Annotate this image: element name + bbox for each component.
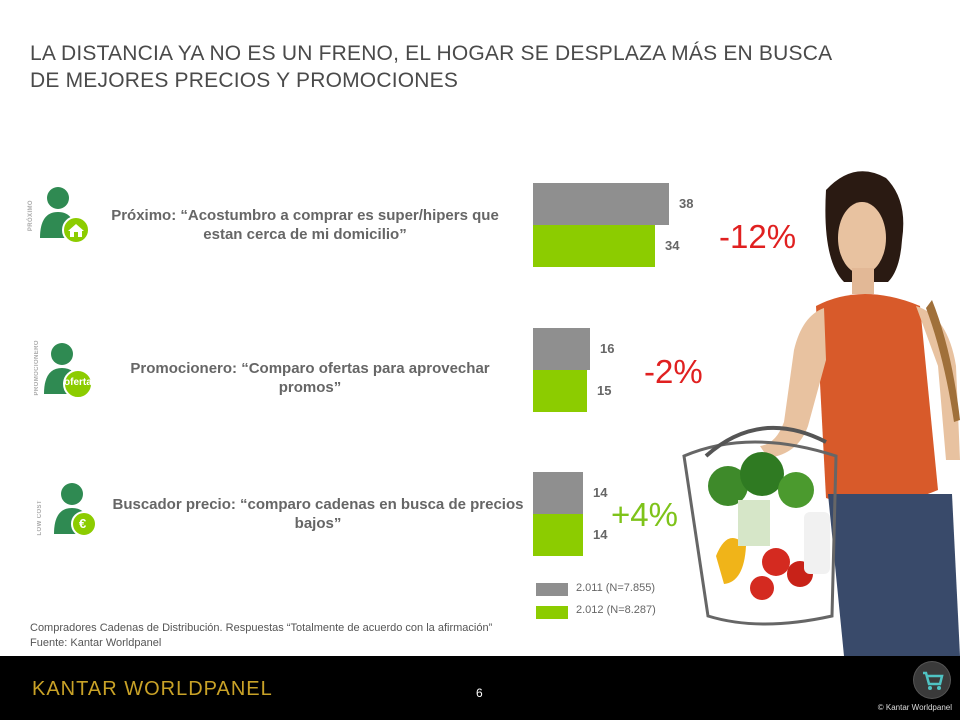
statement-proximo: Próximo: “Acostumbro a comprar es super/… <box>111 207 499 243</box>
segment-label-promocionero: PROMOCIONERO <box>34 340 40 396</box>
legend-label-2012: 2.012 (N=8.287) <box>576 604 656 616</box>
source-line-1: Compradores Cadenas de Distribución. Res… <box>30 622 493 634</box>
statement-promocionero: Promocionero: “Comparo ofertas para apro… <box>130 360 490 396</box>
footer-bar: KANTAR WORLDPANEL 6 © Kantar Worldpanel <box>0 656 960 720</box>
value-label-buscador-precio-2012: 14 <box>593 527 608 542</box>
person-oferta-icon <box>44 343 93 399</box>
person-euro-icon <box>54 483 97 537</box>
source-line-2: Fuente: Kantar Worldpanel <box>30 637 162 649</box>
legend-swatch-2011 <box>536 583 568 596</box>
person-house-icon <box>40 187 90 244</box>
change-proximo: -12% <box>719 218 797 255</box>
page-number: 6 <box>476 686 483 700</box>
change-buscador-precio: +4% <box>611 496 678 533</box>
value-label-promocionero-2012: 15 <box>597 383 612 398</box>
statement-buscador-precio: Buscador precio: “comparo cadenas en bus… <box>112 496 524 532</box>
segment-label-proximo: PRÓXIMO <box>28 200 34 232</box>
legend-swatch-2012 <box>536 606 568 619</box>
shopping-cart-icon <box>914 662 950 698</box>
value-label-promocionero-2011: 16 <box>600 341 615 356</box>
woman-shopping-basket-image <box>682 171 960 656</box>
page-title: LA DISTANCIA YA NO ES UN FRENO, EL HOGAR… <box>30 42 832 92</box>
bar-proximo-2012 <box>533 225 655 267</box>
oferta-badge-text: oferta <box>64 377 92 388</box>
bar-promocionero-2012 <box>533 370 587 412</box>
value-label-buscador-precio-2011: 14 <box>593 485 608 500</box>
value-label-proximo-2011: 38 <box>679 196 694 211</box>
segment-label-lowcost: LOW COST <box>37 500 43 536</box>
euro-badge-text: € <box>79 516 87 531</box>
change-promocionero: -2% <box>644 353 703 390</box>
legend-label-2011: 2.011 (N=7.855) <box>576 582 655 594</box>
bar-buscador-precio-2011 <box>533 472 583 514</box>
bar-promocionero-2011 <box>533 328 590 370</box>
bar-buscador-precio-2012 <box>533 514 583 556</box>
copyright-text: © Kantar Worldpanel <box>877 703 952 712</box>
kantar-worldpanel-logo: KANTAR WORLDPANEL <box>32 678 273 700</box>
source-note: Compradores Cadenas de Distribución. Res… <box>30 621 492 651</box>
value-label-proximo-2012: 34 <box>665 238 680 253</box>
bar-proximo-2011 <box>533 183 669 225</box>
